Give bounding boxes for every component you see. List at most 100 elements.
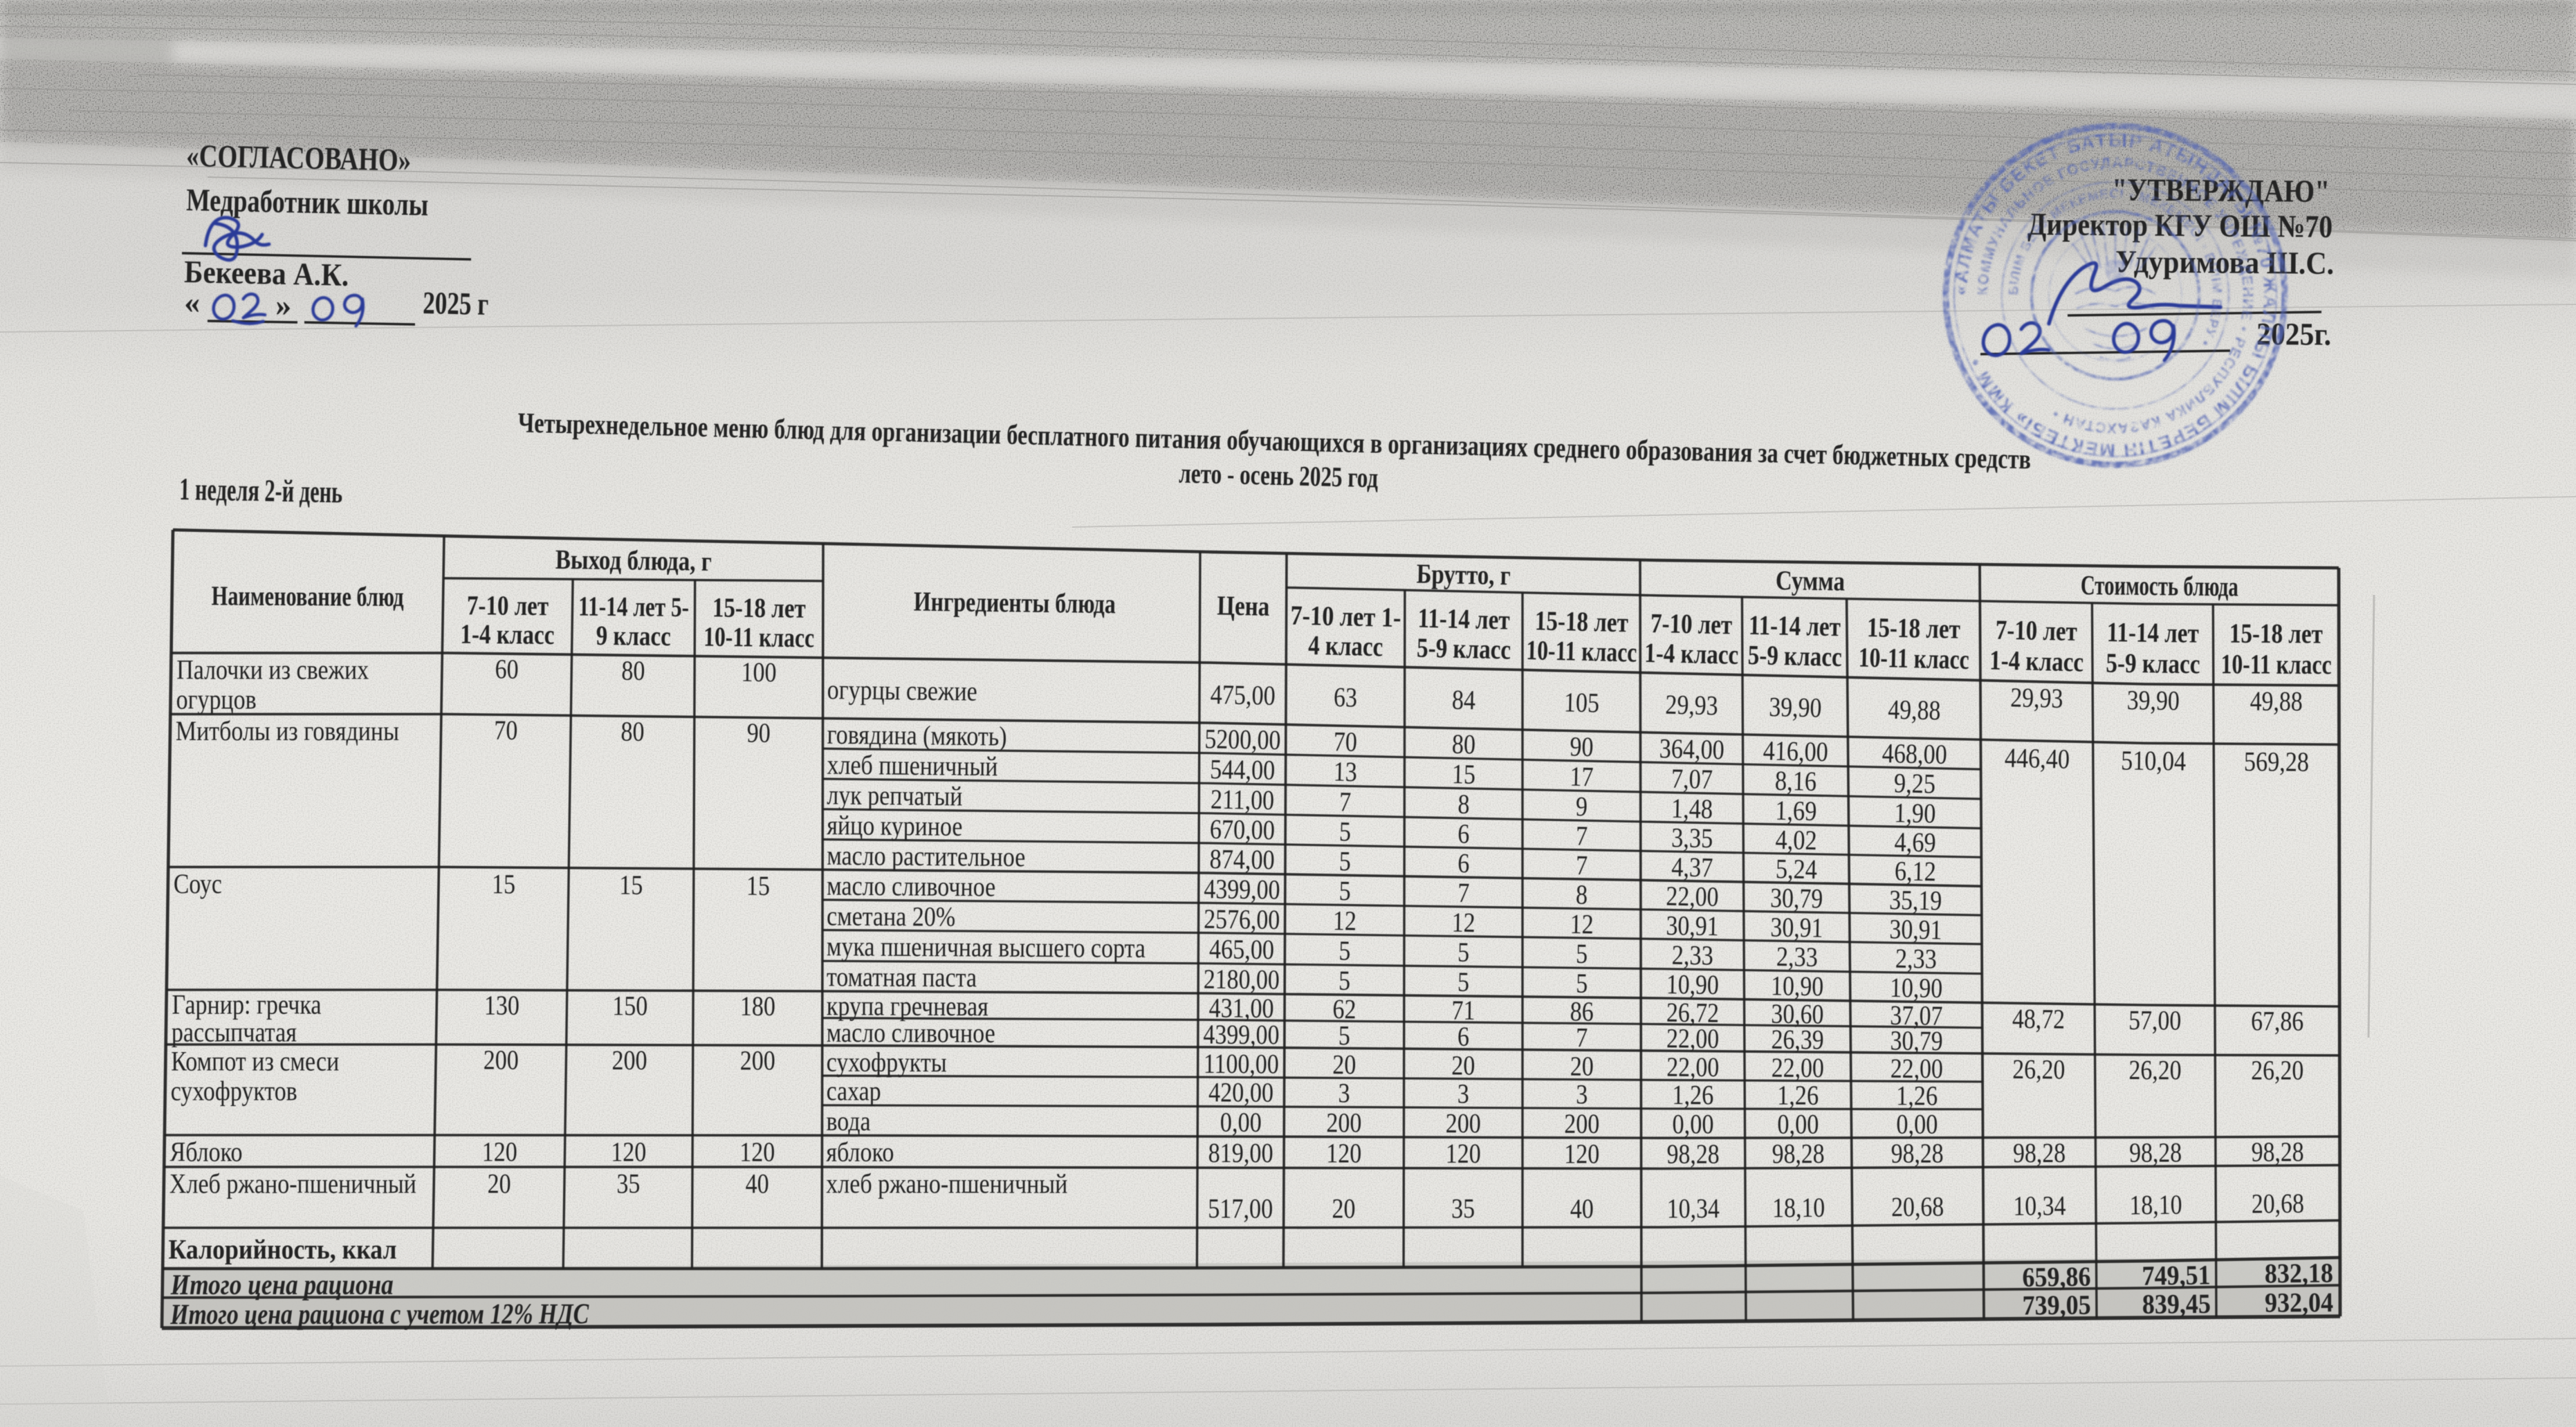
svg-text:20,68: 20,68	[2252, 1188, 2304, 1219]
svg-text:98,28: 98,28	[2129, 1136, 2182, 1168]
svg-text:90: 90	[747, 717, 771, 748]
svg-text:20,68: 20,68	[1891, 1191, 1944, 1223]
svg-text:569,28: 569,28	[2244, 746, 2309, 777]
svg-text:7: 7	[1576, 1022, 1588, 1053]
svg-text:200: 200	[1326, 1107, 1361, 1138]
svg-text:22,00: 22,00	[1666, 1051, 1719, 1083]
svg-text:80: 80	[1452, 728, 1476, 760]
svg-text:63: 63	[1334, 681, 1358, 713]
svg-text:30,60: 30,60	[1771, 998, 1824, 1030]
svg-text:12: 12	[1333, 905, 1357, 936]
svg-text:67,86: 67,86	[2251, 1005, 2303, 1036]
svg-text:180: 180	[740, 991, 775, 1022]
svg-text:5-9 класс: 5-9 класс	[2106, 647, 2200, 679]
svg-text:1-4 класс: 1-4 класс	[1644, 637, 1739, 670]
svg-text:15-18 лет: 15-18 лет	[2229, 618, 2324, 650]
svg-text:7: 7	[1457, 877, 1470, 908]
svg-text:1-4 класс: 1-4 класс	[1989, 645, 2084, 678]
svg-text:39,90: 39,90	[1769, 691, 1822, 724]
svg-text:масло растительное: масло растительное	[827, 840, 1025, 872]
svg-text:29,93: 29,93	[2010, 681, 2063, 714]
svg-text:Выход блюда, г: Выход блюда, г	[555, 544, 712, 577]
svg-text:2025 г: 2025 г	[423, 285, 489, 322]
svg-text:1,90: 1,90	[1894, 797, 1936, 829]
svg-text:0,00: 0,00	[1777, 1108, 1819, 1139]
svg-text:200: 200	[1446, 1107, 1481, 1139]
svg-text:3: 3	[1338, 1077, 1350, 1108]
svg-text:20: 20	[488, 1168, 511, 1199]
svg-text:0,00: 0,00	[1896, 1108, 1938, 1139]
svg-text:17: 17	[1570, 761, 1594, 793]
svg-text:0,00: 0,00	[1672, 1108, 1713, 1139]
svg-text:71: 71	[1451, 995, 1475, 1026]
svg-text:26,72: 26,72	[1666, 997, 1720, 1029]
svg-text:26,20: 26,20	[2251, 1054, 2303, 1085]
svg-text:9 класс: 9 класс	[596, 620, 672, 652]
svg-text:яйцо куриное: яйцо куриное	[827, 809, 962, 842]
svg-text:1,48: 1,48	[1671, 793, 1713, 825]
svg-text:57,00: 57,00	[2128, 1004, 2181, 1036]
svg-text:7: 7	[1576, 820, 1588, 851]
svg-text:468,00: 468,00	[1882, 737, 1947, 770]
svg-text:Калорийность, ккал: Калорийность, ккал	[169, 1233, 397, 1264]
svg-text:5: 5	[1457, 937, 1470, 968]
svg-text:огурцов: огурцов	[176, 684, 257, 715]
svg-text:Брутто, г: Брутто, г	[1416, 558, 1511, 591]
svg-text:5: 5	[1338, 965, 1351, 996]
svg-text:2,33: 2,33	[1895, 943, 1938, 975]
svg-text:Ингредиенты блюда: Ингредиенты блюда	[914, 586, 1116, 620]
svg-text:"УТВЕРЖДАЮ": "УТВЕРЖДАЮ"	[2112, 172, 2330, 209]
svg-text:2180,00: 2180,00	[1204, 964, 1280, 995]
svg-text:10,90: 10,90	[1890, 972, 1943, 1004]
svg-text:3: 3	[1576, 1078, 1588, 1110]
svg-text:7-10 лет: 7-10 лет	[467, 589, 549, 621]
svg-text:15: 15	[746, 870, 770, 901]
svg-text:475,00: 475,00	[1210, 679, 1276, 711]
svg-text:масло сливочное: масло сливочное	[827, 870, 995, 903]
svg-text:огурцы свежие: огурцы свежие	[827, 674, 977, 707]
svg-text:крупа гречневая: крупа гречневая	[827, 990, 988, 1022]
svg-text:«СОГЛАСОВАНО»: «СОГЛАСОВАНО»	[186, 138, 412, 178]
svg-text:7: 7	[1576, 849, 1588, 881]
svg-text:1,26: 1,26	[1672, 1079, 1713, 1110]
svg-text:5: 5	[1339, 816, 1352, 847]
svg-text:3: 3	[1457, 1078, 1469, 1109]
svg-text:39,90: 39,90	[2126, 684, 2180, 716]
svg-text:200: 200	[740, 1044, 775, 1076]
svg-text:Медработник школы: Медработник школы	[186, 182, 429, 222]
svg-text:10,34: 10,34	[1667, 1193, 1720, 1224]
svg-text:7-10 лет 1-: 7-10 лет 1-	[1290, 600, 1401, 634]
svg-text:60: 60	[495, 653, 518, 684]
svg-text:0,00: 0,00	[1220, 1107, 1262, 1138]
svg-text:544,00: 544,00	[1210, 753, 1276, 786]
svg-text:510,04: 510,04	[2121, 744, 2187, 776]
svg-text:Митболы из говядины: Митболы из говядины	[176, 715, 399, 746]
svg-text:100: 100	[741, 656, 777, 688]
svg-text:20: 20	[1332, 1049, 1356, 1080]
svg-text:13: 13	[1333, 756, 1357, 788]
svg-text:2,33: 2,33	[1671, 939, 1713, 971]
svg-text:Гарнир: гречка: Гарнир: гречка	[172, 988, 322, 1020]
svg-text:4399,00: 4399,00	[1204, 873, 1280, 905]
svg-text:98,28: 98,28	[1891, 1137, 1944, 1168]
svg-text:15: 15	[1452, 758, 1476, 790]
svg-text:10-11 класс: 10-11 класс	[1526, 634, 1637, 668]
svg-text:томатная паста: томатная паста	[827, 961, 977, 993]
svg-text:5200,00: 5200,00	[1204, 723, 1281, 755]
svg-text:Наименование блюд: Наименование блюд	[212, 580, 404, 613]
svg-text:839,45: 839,45	[2142, 1288, 2211, 1320]
svg-text:5: 5	[1338, 845, 1351, 876]
svg-text:12: 12	[1451, 907, 1475, 938]
svg-text:30,79: 30,79	[1890, 1024, 1942, 1056]
svg-text:6: 6	[1457, 818, 1470, 849]
svg-text:70: 70	[1333, 726, 1357, 757]
svg-text:22,00: 22,00	[1666, 1022, 1719, 1054]
svg-text:517,00: 517,00	[1208, 1193, 1273, 1224]
svg-text:48,72: 48,72	[2012, 1003, 2066, 1035]
svg-text:819,00: 819,00	[1208, 1137, 1273, 1168]
svg-text:659,86: 659,86	[2022, 1261, 2091, 1293]
svg-text:22,00: 22,00	[1890, 1053, 1943, 1085]
svg-text:98,28: 98,28	[1667, 1139, 1720, 1170]
svg-text:26,39: 26,39	[1771, 1024, 1823, 1056]
svg-text:416,00: 416,00	[1763, 735, 1828, 767]
